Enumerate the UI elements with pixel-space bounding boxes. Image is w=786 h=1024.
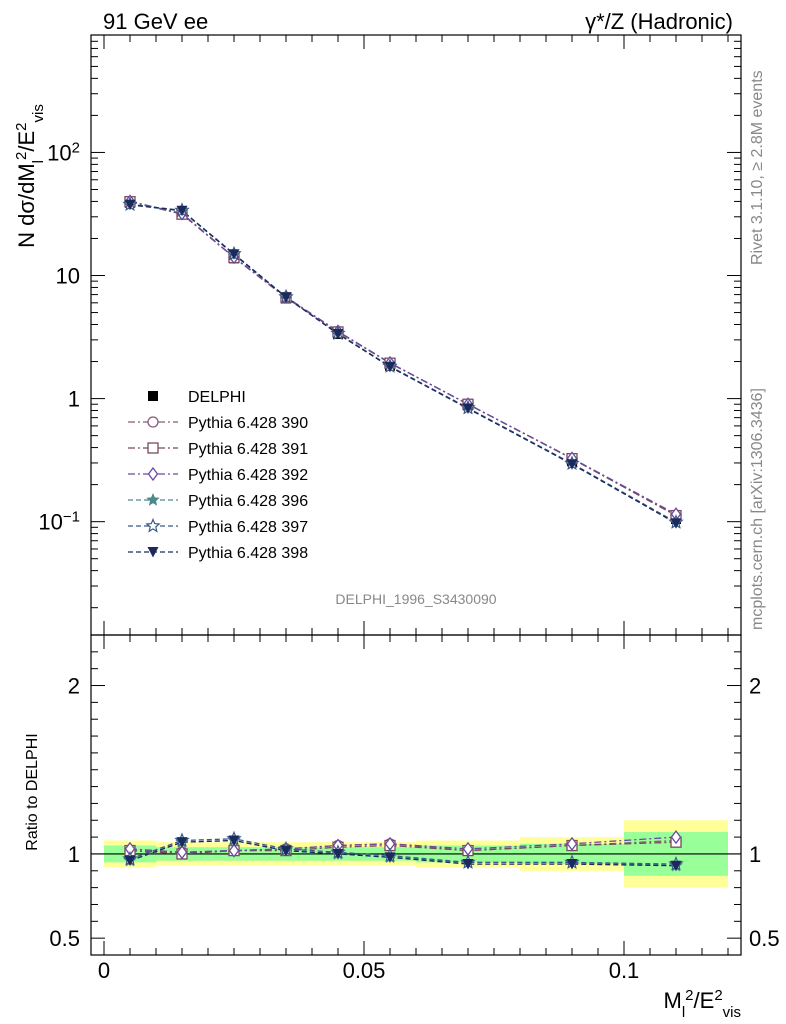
legend-marker-0 bbox=[148, 391, 158, 401]
legend-label-1: Pythia 6.428 390 bbox=[188, 415, 308, 432]
main-point-series-6 bbox=[566, 459, 578, 470]
main-point-series-6 bbox=[384, 361, 396, 373]
legend-label-5: Pythia 6.428 397 bbox=[188, 519, 308, 536]
legend: DELPHI Pythia 6.428 390 Pythia 6.428 391 Py… bbox=[128, 389, 308, 562]
ratio-point-series-3 bbox=[670, 830, 682, 845]
ratio-plot-frame bbox=[90, 634, 742, 956]
legend-marker-5 bbox=[145, 517, 161, 533]
main-point-series-6 bbox=[332, 328, 344, 340]
main-ytick-label-1: 1 bbox=[68, 387, 80, 412]
legend-label-4: Pythia 6.428 396 bbox=[188, 493, 308, 510]
ratio-point-series-6 bbox=[124, 855, 136, 867]
ratio-point-series-3 bbox=[566, 836, 578, 851]
xtick-label-0.1: 0.1 bbox=[609, 958, 640, 983]
ratio-ytick-label-0.5-right: 0.5 bbox=[749, 926, 780, 951]
x-axis-title: Ml2/E2vis bbox=[664, 987, 742, 1021]
rivet-label: Rivet 3.1.10, ≥ 2.8M events bbox=[749, 70, 766, 265]
main-series-group bbox=[122, 194, 684, 529]
x-ticks bbox=[103, 35, 729, 955]
legend-label-3: Pythia 6.428 392 bbox=[188, 467, 308, 484]
main-point-series-6 bbox=[176, 205, 188, 217]
ratio-point-series-6 bbox=[566, 859, 578, 870]
analysis-id-watermark: DELPHI_1996_S3430090 bbox=[335, 591, 496, 607]
main-point-series-6 bbox=[124, 199, 136, 211]
ratio-line-series-3 bbox=[129, 836, 677, 853]
mcplots-label: mcplots.cern.ch [arXiv:1306.3436] bbox=[749, 388, 766, 630]
ratio-ytick-label-0.5: 0.5 bbox=[49, 926, 80, 951]
main-ytick-label-0.1: 10−1 bbox=[38, 508, 80, 535]
ratio-y-ticks bbox=[91, 651, 741, 939]
legend-marker-3 bbox=[147, 466, 159, 482]
header-left: 91 GeV ee bbox=[103, 9, 208, 34]
ratio-point-series-3 bbox=[176, 845, 188, 860]
ratio-ytick-label-2-right: 2 bbox=[749, 674, 761, 699]
ratio-point-series-6 bbox=[670, 860, 682, 872]
main-point-series-6 bbox=[228, 249, 240, 260]
main-ytick-label-10: 10 bbox=[56, 264, 80, 289]
legend-marker-4 bbox=[146, 492, 160, 506]
ratio-point-series-6 bbox=[176, 837, 188, 848]
ratio-point-series-6 bbox=[384, 852, 396, 863]
ratio-line-series-2 bbox=[129, 841, 677, 855]
xtick-label-0.05: 0.05 bbox=[343, 958, 386, 983]
legend-label-0: DELPHI bbox=[188, 389, 246, 406]
ratio-point-series-6 bbox=[332, 848, 344, 860]
ratio-ytick-label-1: 1 bbox=[68, 842, 80, 867]
ratio-series-group bbox=[122, 830, 684, 872]
main-y-ticks bbox=[91, 34, 741, 609]
main-ytick-label-100: 102 bbox=[47, 139, 80, 166]
main-point-series-6 bbox=[670, 518, 682, 529]
header-right: γ*/Z (Hadronic) bbox=[585, 9, 733, 34]
ratio-ytick-label-1-right: 1 bbox=[749, 842, 761, 867]
legend-label-6: Pythia 6.428 398 bbox=[188, 545, 308, 562]
ratio-point-series-6 bbox=[280, 845, 292, 857]
legend-label-2: Pythia 6.428 391 bbox=[188, 441, 308, 458]
ratio-y-axis-title: Ratio to DELPHI bbox=[24, 733, 41, 850]
xtick-label-0: 0 bbox=[98, 958, 110, 983]
ratio-point-series-6 bbox=[462, 859, 474, 870]
main-point-series-6 bbox=[280, 292, 292, 303]
ratio-point-series-6 bbox=[228, 835, 240, 846]
ratio-ytick-label-2: 2 bbox=[68, 674, 80, 699]
main-line-series-3 bbox=[129, 200, 677, 515]
legend-marker-1 bbox=[147, 416, 159, 428]
ratio-point-series-3 bbox=[228, 843, 240, 858]
legend-marker-2 bbox=[147, 442, 159, 454]
main-y-axis-title: N dσ/dMl2/E2vis bbox=[13, 104, 47, 248]
legend-marker-6 bbox=[147, 547, 159, 558]
main-point-series-6 bbox=[462, 403, 474, 415]
